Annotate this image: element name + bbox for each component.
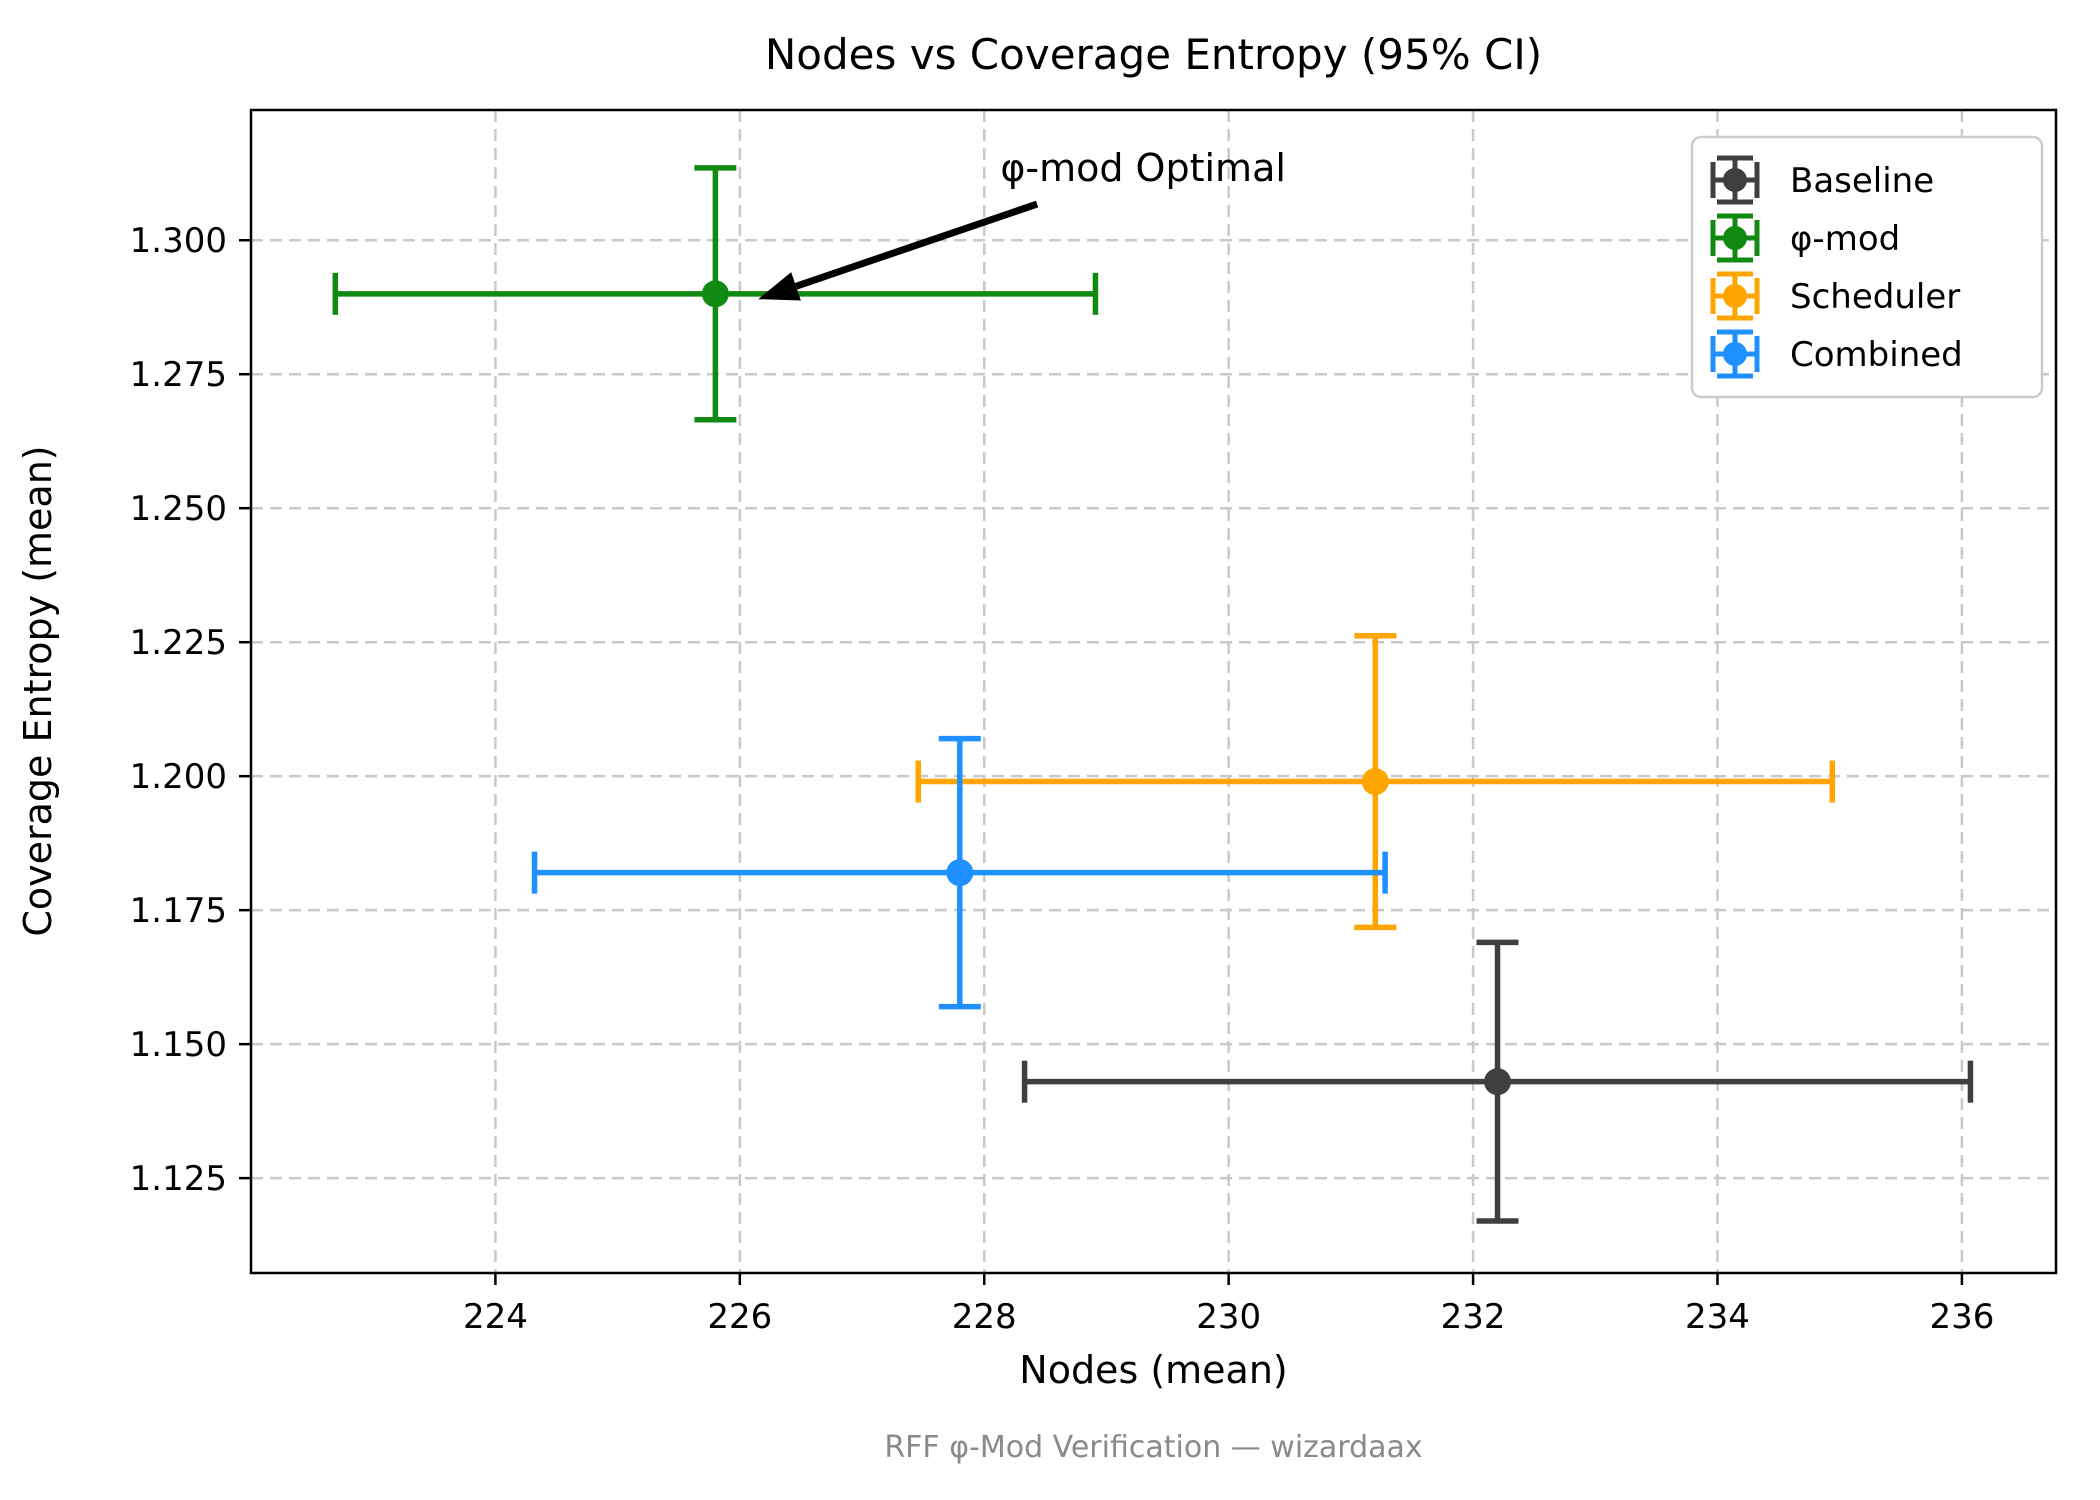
legend-label-combined: Combined [1790, 335, 1963, 375]
x-axis-label: Nodes (mean) [1019, 1348, 1288, 1392]
marker-combined [946, 859, 974, 887]
legend-marker--mod [1723, 226, 1747, 250]
footer-caption: RFF φ-Mod Verification — wizardaax [884, 1430, 1423, 1465]
chart-title: Nodes vs Coverage Entropy (95% CI) [764, 30, 1543, 79]
legend-marker-baseline [1723, 168, 1747, 192]
marker--mod [701, 280, 729, 308]
x-tick-label: 224 [463, 1297, 528, 1337]
x-tick-label: 232 [1441, 1297, 1506, 1337]
y-tick-label: 1.225 [130, 623, 227, 663]
marker-scheduler [1361, 768, 1389, 796]
legend-marker-combined [1723, 342, 1747, 366]
y-tick-label: 1.250 [130, 489, 227, 529]
y-tick-label: 1.200 [130, 757, 227, 797]
legend-label-baseline: Baseline [1790, 161, 1934, 201]
marker-baseline [1484, 1068, 1512, 1096]
y-tick-label: 1.125 [130, 1159, 227, 1199]
legend-marker-scheduler [1723, 284, 1747, 308]
y-tick-label: 1.300 [130, 221, 227, 261]
annotation-arrow-line [794, 200, 1039, 290]
annotation-text: φ-mod Optimal [1000, 146, 1286, 190]
y-tick-label: 1.175 [130, 891, 227, 931]
x-tick-label: 236 [1929, 1297, 1994, 1337]
y-axis-label: Coverage Entropy (mean) [16, 445, 60, 937]
x-tick-label: 228 [952, 1297, 1017, 1337]
x-tick-label: 226 [707, 1297, 772, 1337]
y-tick-label: 1.150 [130, 1025, 227, 1065]
legend-box [1690, 135, 2044, 399]
plot-border [249, 108, 2058, 1275]
annotation-arrow-head [758, 272, 801, 301]
y-tick-label: 1.275 [130, 355, 227, 395]
x-tick-label: 230 [1196, 1297, 1261, 1337]
x-tick-label: 234 [1685, 1297, 1750, 1337]
legend-label--mod: φ-mod [1790, 219, 1900, 259]
legend-label-scheduler: Scheduler [1790, 277, 1960, 317]
